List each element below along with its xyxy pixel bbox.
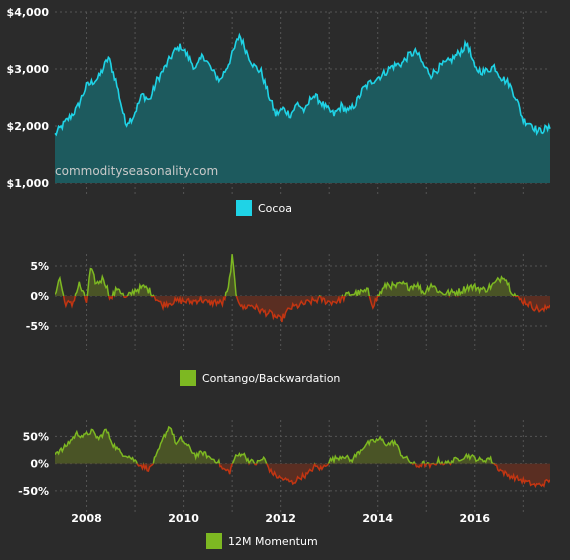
legend-12m-momentum[interactable]: 12M Momentum: [206, 533, 318, 549]
series-line-negative: [62, 296, 550, 323]
legend-swatch: [236, 200, 252, 216]
series-area-negative: [137, 463, 550, 487]
legend-cocoa[interactable]: Cocoa: [236, 200, 292, 216]
y-tick-label: 0%: [30, 290, 49, 303]
x-tick-label: 2016: [459, 512, 490, 525]
legend-swatch: [206, 533, 222, 549]
y-tick-label: $4,000: [7, 6, 50, 19]
x-tick-label: 2012: [265, 512, 296, 525]
y-tick-label: $2,000: [7, 120, 50, 133]
legend-label: 12M Momentum: [228, 535, 318, 548]
series-line-positive: [55, 425, 496, 464]
cocoa-price-panel: $4,000 $3,000 $2,000 $1,000: [7, 6, 551, 195]
x-axis: 2008 2010 2012 2014 2016: [71, 512, 490, 525]
legend-contango-backwardation[interactable]: Contango/Backwardation: [180, 370, 340, 386]
series-line-cocoa: [54, 32, 551, 137]
y-tick-label: -50%: [18, 485, 49, 498]
legend-label: Cocoa: [258, 202, 292, 215]
series-line-positive: [55, 254, 520, 296]
x-tick-label: 2014: [362, 512, 393, 525]
contango-backwardation-panel: 5% 0% -5%: [26, 254, 550, 350]
y-tick-label: $3,000: [7, 63, 50, 76]
series-line-negative: [136, 463, 550, 489]
y-tick-label: 5%: [30, 260, 49, 273]
legend-label: Contango/Backwardation: [202, 372, 340, 385]
legend-swatch: [180, 370, 196, 386]
y-tick-label: $1,000: [7, 177, 50, 190]
x-tick-label: 2008: [71, 512, 102, 525]
momentum-panel: 50% 0% -50%: [18, 420, 550, 513]
series-area-negative: [55, 296, 550, 322]
series-area-positive: [55, 427, 550, 464]
series-area-positive: [55, 254, 550, 296]
y-tick-label: 50%: [23, 430, 49, 443]
y-tick-label: 0%: [30, 458, 49, 471]
y-tick-label: -5%: [26, 320, 49, 333]
x-tick-label: 2010: [168, 512, 199, 525]
watermark: commodityseasonality.com: [55, 164, 218, 178]
